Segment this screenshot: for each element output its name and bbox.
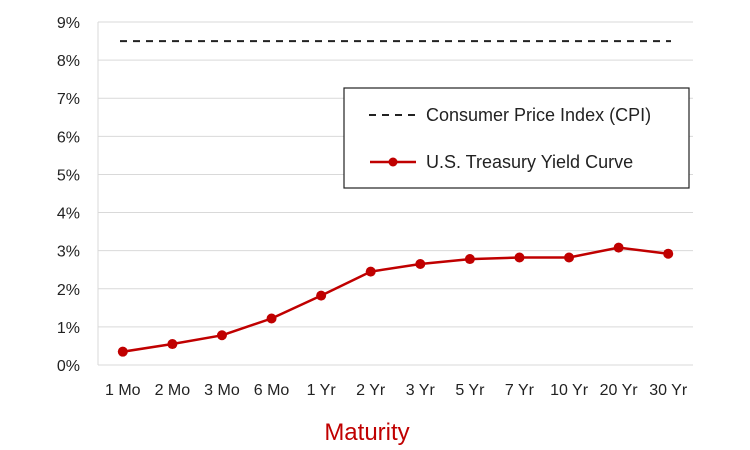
x-tick-label: 3 Mo <box>204 382 240 399</box>
legend-box <box>343 87 690 189</box>
y-tick-label: 5% <box>57 167 80 184</box>
yield-point-3-mo <box>216 330 227 341</box>
x-tick-label: 2 Mo <box>155 382 191 399</box>
grid-lines <box>97 21 693 366</box>
x-tick-label: 3 Yr <box>406 382 436 399</box>
legend: Consumer Price Index (CPI) U.S. Treasury… <box>343 87 690 189</box>
y-axis-ticks: 0% 1% 2% 3% 4% 5% 6% 7% 8% 9% <box>57 15 80 375</box>
y-tick-label: 3% <box>57 244 80 261</box>
yield-point-6-mo <box>266 313 277 324</box>
x-tick-label: 10 Yr <box>550 382 589 399</box>
x-tick-label: 5 Yr <box>455 382 485 399</box>
x-axis-title: Maturity <box>324 419 409 446</box>
yield-point-5-yr <box>464 254 475 265</box>
x-tick-label: 7 Yr <box>505 382 535 399</box>
yield-point-7-yr <box>514 252 525 263</box>
x-tick-label: 6 Mo <box>254 382 290 399</box>
y-tick-label: 7% <box>57 91 80 108</box>
legend-yield-marker <box>388 157 398 167</box>
legend-cpi-label: Consumer Price Index (CPI) <box>426 105 651 125</box>
yield-point-2-yr <box>365 266 376 277</box>
yield-point-20-yr <box>613 242 624 253</box>
y-tick-label: 8% <box>57 53 80 70</box>
yield-point-1-mo <box>117 346 128 357</box>
x-tick-label: 20 Yr <box>600 382 639 399</box>
series-layer <box>117 40 674 357</box>
x-tick-label: 2 Yr <box>356 382 386 399</box>
x-tick-label: 30 Yr <box>649 382 688 399</box>
y-tick-label: 6% <box>57 129 80 146</box>
y-tick-label: 0% <box>57 358 80 375</box>
yield-point-2-mo <box>167 339 178 350</box>
y-tick-label: 2% <box>57 282 80 299</box>
yield-point-3-yr <box>415 259 426 270</box>
y-tick-label: 4% <box>57 206 80 223</box>
y-tick-label: 9% <box>57 15 80 32</box>
x-axis-ticks: 1 Mo 2 Mo 3 Mo 6 Mo 1 Yr 2 Yr 3 Yr 5 Yr 7 Yr 10 Y… <box>105 382 688 399</box>
x-tick-label: 1 Yr <box>307 382 337 399</box>
yield-point-30-yr <box>663 248 674 259</box>
x-tick-label: 1 Mo <box>105 382 141 399</box>
yield-point-1-yr <box>316 290 327 301</box>
yield-series-line <box>122 246 669 353</box>
y-tick-label: 1% <box>57 320 80 337</box>
legend-yield-label: U.S. Treasury Yield Curve <box>426 152 633 172</box>
yield-point-10-yr <box>564 252 575 263</box>
